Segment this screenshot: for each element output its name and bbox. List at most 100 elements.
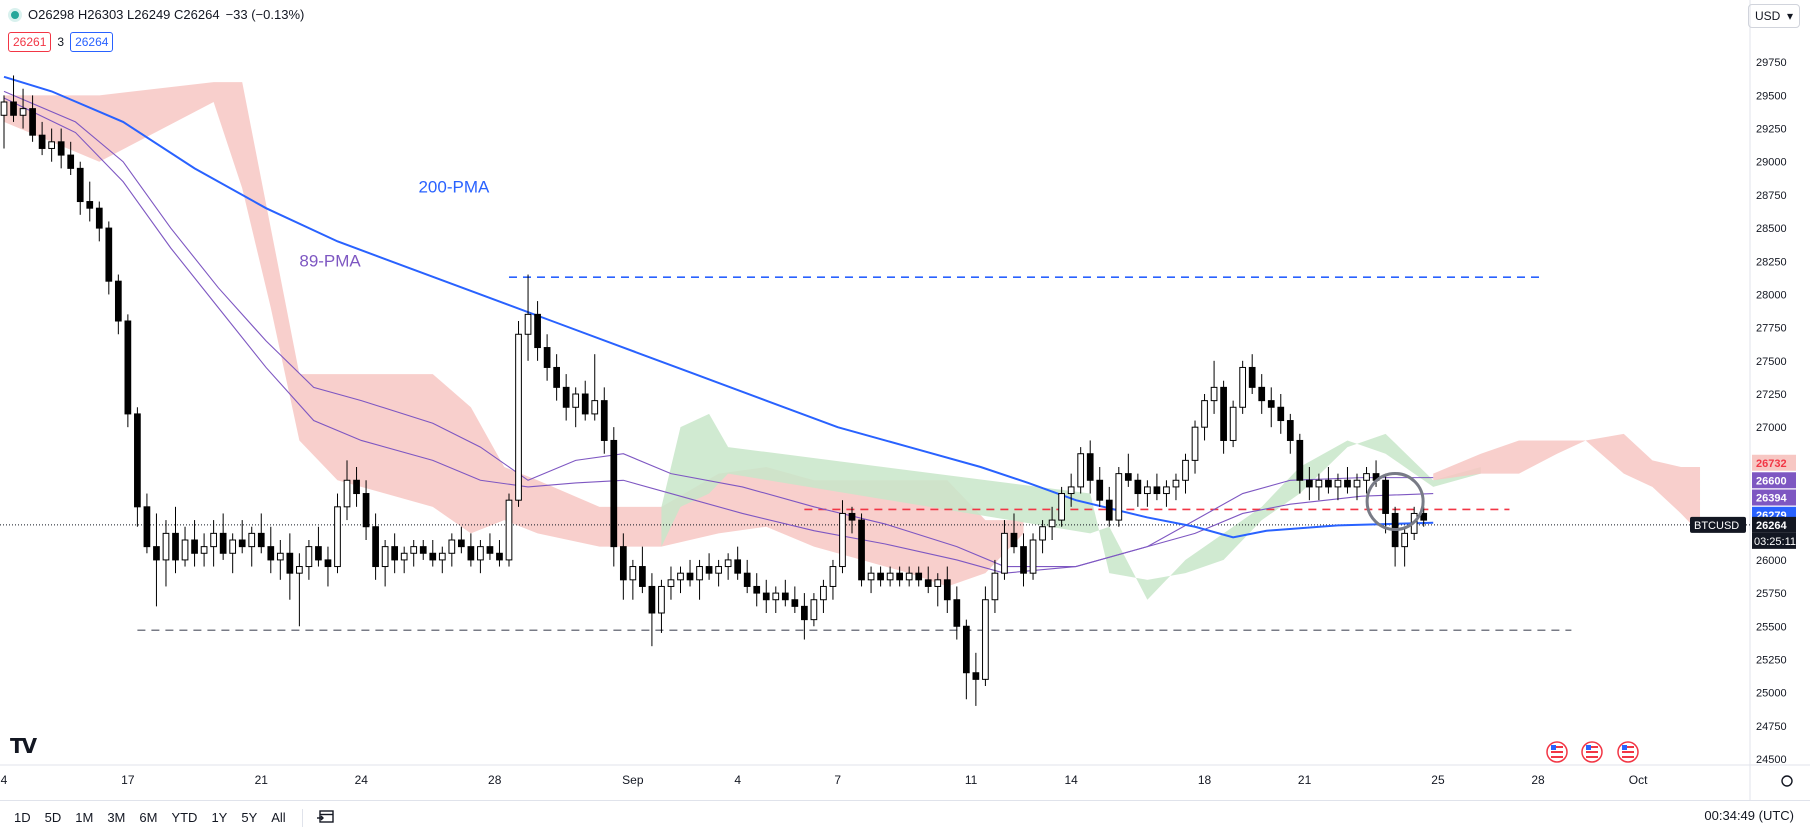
us-flag-event-icon xyxy=(1551,756,1563,758)
y-tick-label: 28250 xyxy=(1756,256,1787,268)
us-flag-event-icon xyxy=(1586,751,1598,753)
us-flag-event-icon xyxy=(1586,756,1598,758)
candle-body xyxy=(362,493,370,528)
candle-body xyxy=(124,320,132,415)
candle-body xyxy=(181,539,189,561)
ohlc-values: O26298 H26303 L26249 C26264 xyxy=(28,7,220,22)
market-status-icon xyxy=(8,7,22,22)
x-tick-label: 18 xyxy=(1198,773,1212,787)
range-1m[interactable]: 1M xyxy=(75,810,94,825)
candle-body xyxy=(591,400,599,415)
candle-body xyxy=(648,585,656,614)
candle-body xyxy=(29,108,36,136)
candle-body xyxy=(924,579,932,587)
candle-body xyxy=(200,546,208,554)
candle-body xyxy=(953,599,961,627)
candle-body xyxy=(1248,366,1256,388)
ma-slow-line xyxy=(3,97,1434,574)
candle-body xyxy=(1086,453,1094,481)
price-label-text: 26600 xyxy=(1756,475,1787,487)
countdown-box xyxy=(1752,532,1796,549)
us-flag-event-icon xyxy=(1622,751,1634,753)
candle-body xyxy=(553,366,560,388)
candle-body xyxy=(343,479,351,508)
candle-body xyxy=(1010,532,1018,548)
candle-body xyxy=(896,572,904,581)
candle-body xyxy=(334,506,341,568)
candle-body xyxy=(1286,420,1294,441)
range-3m[interactable]: 3M xyxy=(107,810,126,825)
y-tick-label: 26000 xyxy=(1756,555,1787,567)
utc-clock[interactable]: 00:34:49 (UTC) xyxy=(1704,808,1794,823)
ma-annotation: 89-PMA xyxy=(299,252,361,271)
x-tick-label: 28 xyxy=(488,773,502,787)
candle-body xyxy=(1048,519,1056,528)
ichimoku-cloud-bearish xyxy=(4,82,1024,587)
candle-body xyxy=(543,347,551,368)
range-all[interactable]: All xyxy=(271,810,286,825)
range-1d[interactable]: 1D xyxy=(14,810,31,825)
range-5y[interactable]: 5Y xyxy=(241,810,258,825)
range-ytd[interactable]: YTD xyxy=(171,810,198,825)
highlight-circle xyxy=(1365,472,1425,532)
tradingview-logo[interactable]: TV xyxy=(10,734,37,758)
range-1y[interactable]: 1Y xyxy=(211,810,228,825)
candle-body xyxy=(962,625,970,674)
candle-body xyxy=(10,101,17,116)
ichimoku-cloud-forward xyxy=(1433,433,1701,534)
candle-body xyxy=(57,141,65,156)
candle-body xyxy=(286,552,294,574)
candle-body xyxy=(1067,486,1075,495)
ask-price-box[interactable]: 26264 xyxy=(70,32,114,52)
us-flag-event-icon xyxy=(1551,745,1556,750)
price-chart[interactable]: 2450024750250002525025500257502600026250… xyxy=(0,0,1810,800)
chevron-down-icon: ▾ xyxy=(1786,9,1793,23)
bid-price-box[interactable]: 26261 xyxy=(8,32,52,52)
x-tick-label: 4 xyxy=(734,773,741,787)
price-label-text: 26394 xyxy=(1756,493,1787,505)
spread-value: 3 xyxy=(57,35,65,49)
range-6m[interactable]: 6M xyxy=(139,810,158,825)
currency-selector[interactable]: USD ▾ xyxy=(1748,4,1800,28)
countdown-text: 03:25:11 xyxy=(1754,536,1796,548)
candle-body xyxy=(1144,486,1151,495)
candle-body xyxy=(829,566,837,587)
candle-body xyxy=(686,572,694,581)
candle-body xyxy=(1401,532,1408,548)
candle-body xyxy=(467,546,475,561)
x-tick-label: 24 xyxy=(355,773,369,787)
date-range-icon[interactable] xyxy=(316,808,335,827)
bottom-toolbar: 1D 5D 1M 3M 6M YTD 1Y 5Y All xyxy=(0,800,1810,834)
candle-body xyxy=(1029,539,1037,574)
candle-body xyxy=(505,499,513,561)
price-change: −33 (−0.13%) xyxy=(225,7,305,22)
candle-body xyxy=(1315,479,1323,488)
candle-body xyxy=(534,313,541,349)
candle-body xyxy=(848,512,856,521)
price-label-box xyxy=(1752,454,1796,471)
candle-body xyxy=(372,526,379,568)
candle-body xyxy=(1239,366,1247,408)
candle-body xyxy=(610,439,618,548)
candle-body xyxy=(134,413,141,508)
candle-body xyxy=(667,579,675,587)
y-tick-label: 25000 xyxy=(1756,688,1787,700)
x-tick-label: 17 xyxy=(121,773,135,787)
candle-body xyxy=(839,512,846,568)
x-tick-label: 11 xyxy=(965,773,978,787)
candle-body xyxy=(1153,486,1161,495)
currency-label: USD xyxy=(1755,9,1781,23)
range-5d[interactable]: 5D xyxy=(44,810,62,825)
candle-body xyxy=(781,592,789,601)
y-tick-label: 24750 xyxy=(1756,721,1787,733)
x-tick-label: 14 xyxy=(1064,773,1078,787)
y-tick-label: 27000 xyxy=(1756,422,1787,434)
candle-body xyxy=(772,592,780,601)
candle-body xyxy=(1134,479,1142,495)
candle-body xyxy=(696,566,703,581)
candle-body xyxy=(172,532,179,561)
candle-body xyxy=(191,539,198,554)
candle-body xyxy=(114,280,122,322)
candle-body xyxy=(1039,526,1046,541)
candle-body xyxy=(95,207,103,229)
